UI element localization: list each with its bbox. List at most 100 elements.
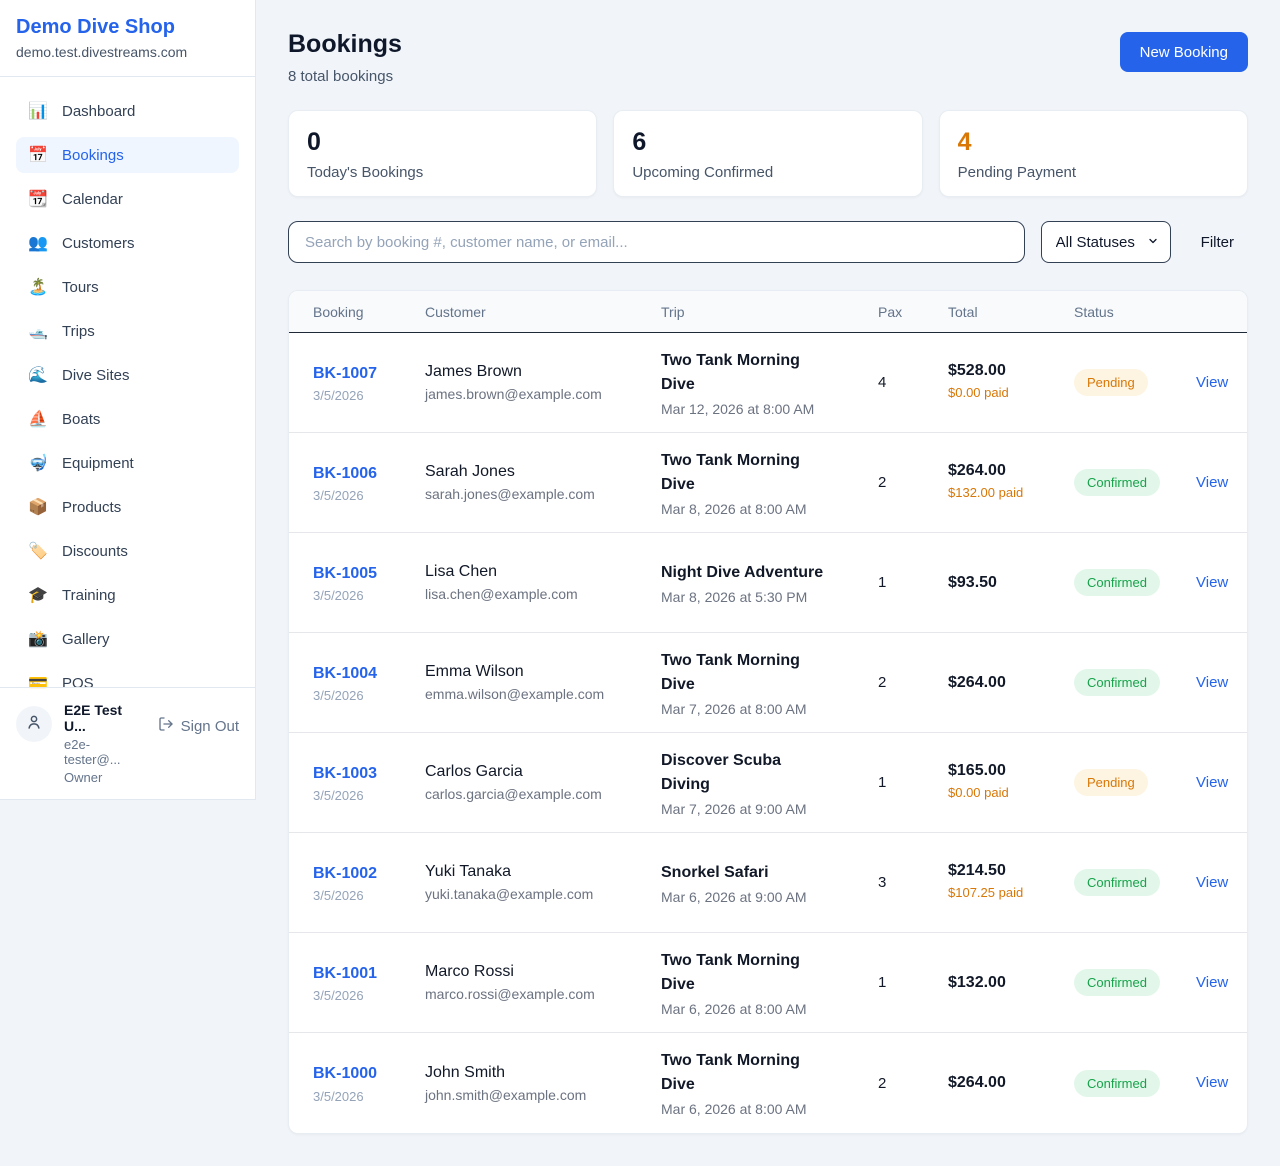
view-link[interactable]: View <box>1196 473 1229 491</box>
table-row: BK-1004 3/5/2026 Emma Wilson emma.wilson@ex… <box>289 633 1247 733</box>
stat-card-pending-payment: 4 Pending Payment <box>938 110 1248 197</box>
sidebar-item-tours[interactable]: 🏝️ Tours <box>16 269 239 305</box>
sidebar-item-trips[interactable]: 🛥️ Trips <box>16 313 239 349</box>
total-cell: $264.00 <box>948 1060 1074 1106</box>
sidebar-item-label: Training <box>62 586 116 604</box>
booking-id-link[interactable]: BK-1001 <box>313 964 378 982</box>
sidebar-item-calendar[interactable]: 📆 Calendar <box>16 181 239 217</box>
trip-cell: Two Tank Morning Dive Mar 7, 2026 at 8:00… <box>661 635 878 731</box>
booking-id-link[interactable]: BK-1004 <box>313 664 378 682</box>
sidebar-item-training[interactable]: 🎓 Training <box>16 577 239 613</box>
actions-cell: View <box>1196 460 1247 506</box>
package-icon: 📦 <box>28 499 48 516</box>
trip-cell: Night Dive Adventure Mar 8, 2026 at 5:30 … <box>661 547 878 619</box>
user-name: E2E Test U... <box>64 702 123 734</box>
sidebar-item-boats[interactable]: ⛵ Boats <box>16 401 239 437</box>
trip-cell: Two Tank Morning Dive Mar 8, 2026 at 8:00… <box>661 435 878 531</box>
view-link[interactable]: View <box>1196 573 1229 591</box>
table-header-row: Booking Customer Trip Pax Total Status <box>289 291 1247 333</box>
sidebar-item-dashboard[interactable]: 📊 Dashboard <box>16 93 239 129</box>
bar-chart-icon: 📊 <box>28 103 48 120</box>
customer-name: John Smith <box>425 1063 506 1081</box>
booking-date: 3/5/2026 <box>313 488 364 504</box>
trip-datetime: Mar 6, 2026 at 8:00 AM <box>661 1000 807 1017</box>
customer-cell: John Smith john.smith@example.com <box>425 1050 661 1117</box>
pax-count: 2 <box>878 474 887 491</box>
user-box: E2E Test U... e2e-tester@... Owner Sign … <box>0 687 255 799</box>
brand: Demo Dive Shop demo.test.divestreams.com <box>0 0 255 77</box>
sidebar-item-label: Boats <box>62 410 101 428</box>
actions-cell: View <box>1196 360 1247 406</box>
sidebar-item-label: Products <box>62 498 122 516</box>
booking-id-link[interactable]: BK-1003 <box>313 764 378 782</box>
table-row: BK-1006 3/5/2026 Sarah Jones sarah.jones@ex… <box>289 433 1247 533</box>
view-link[interactable]: View <box>1196 673 1229 691</box>
status-badge: Confirmed <box>1074 1069 1160 1097</box>
sidebar-item-products[interactable]: 📦 Products <box>16 489 239 525</box>
sidebar-item-discounts[interactable]: 🏷️ Discounts <box>16 533 239 569</box>
sign-out-label: Sign Out <box>180 717 239 735</box>
view-link[interactable]: View <box>1196 873 1229 891</box>
booking-id-link[interactable]: BK-1000 <box>313 1065 378 1083</box>
status-cell: Pending <box>1074 355 1196 410</box>
booking-id-link[interactable]: BK-1002 <box>313 864 378 882</box>
trip-datetime: Mar 7, 2026 at 8:00 AM <box>661 700 807 717</box>
graduation-cap-icon: 🎓 <box>28 587 48 604</box>
customer-name: Yuki Tanaka <box>425 863 511 880</box>
trip-cell: Two Tank Morning Dive Mar 12, 2026 at 8:0… <box>661 335 878 431</box>
total-amount: $264.00 <box>948 462 1006 480</box>
total-cell: $214.50 $107.25 paid <box>948 848 1074 916</box>
trip-datetime: Mar 12, 2026 at 8:00 AM <box>661 400 815 417</box>
sidebar-item-label: Discounts <box>62 542 128 560</box>
sidebar-item-label: Equipment <box>62 454 134 472</box>
search-input[interactable] <box>288 221 1025 263</box>
pax-count: 1 <box>878 974 887 991</box>
status-badge: Pending <box>1074 369 1148 396</box>
view-link[interactable]: View <box>1196 773 1229 791</box>
booking-id-link[interactable]: BK-1005 <box>313 564 378 582</box>
stat-card-upcoming-confirmed: 6 Upcoming Confirmed <box>613 110 923 197</box>
total-cell: $528.00 $0.00 paid <box>948 348 1074 416</box>
status-cell: Confirmed <box>1074 655 1196 710</box>
table-row: BK-1003 3/5/2026 Carlos Garcia carlos.garci… <box>289 733 1247 833</box>
page-title: Bookings <box>288 30 402 58</box>
status-badge: Confirmed <box>1074 469 1160 496</box>
sign-out-button[interactable]: Sign Out <box>158 716 239 736</box>
trip-name: Snorkel Safari <box>661 863 769 881</box>
column-header-total: Total <box>948 303 978 320</box>
avatar <box>16 706 52 742</box>
paid-amount: $107.25 paid <box>948 885 1024 901</box>
sidebar-item-equipment[interactable]: 🤿 Equipment <box>16 445 239 481</box>
trip-datetime: Mar 8, 2026 at 5:30 PM <box>661 588 808 605</box>
booking-date: 3/5/2026 <box>313 988 364 1004</box>
view-link[interactable]: View <box>1196 373 1229 391</box>
customer-email: carlos.garcia@example.com <box>425 786 602 802</box>
booking-date: 3/5/2026 <box>313 688 364 704</box>
tag-icon: 🏷️ <box>28 543 48 560</box>
sidebar-nav: 📊 Dashboard 📅 Bookings 📆 Calendar 👥 Customers 🏝️… <box>0 77 255 701</box>
actions-cell: View <box>1196 1060 1247 1106</box>
total-amount: $132.00 <box>948 973 1006 991</box>
sidebar-item-gallery[interactable]: 📸 Gallery <box>16 621 239 657</box>
sidebar-item-customers[interactable]: 👥 Customers <box>16 225 239 261</box>
new-booking-button[interactable]: New Booking <box>1119 32 1248 72</box>
pax-count: 4 <box>878 374 887 391</box>
actions-cell: View <box>1196 860 1247 906</box>
status-cell: Confirmed <box>1074 455 1196 510</box>
booking-cell: BK-1004 3/5/2026 <box>313 648 425 717</box>
status-badge: Confirmed <box>1074 869 1160 896</box>
view-link[interactable]: View <box>1196 1074 1229 1091</box>
customer-cell: James Brown james.brown@example.com <box>425 349 661 416</box>
people-icon: 👥 <box>28 235 48 252</box>
sidebar-item-bookings[interactable]: 📅 Bookings <box>16 137 239 173</box>
status-select[interactable]: All Statuses <box>1040 221 1171 263</box>
booking-date: 3/5/2026 <box>313 888 364 904</box>
view-link[interactable]: View <box>1196 973 1229 991</box>
booking-id-link[interactable]: BK-1006 <box>313 464 378 482</box>
actions-cell: View <box>1196 960 1247 1006</box>
total-cell: $264.00 $132.00 paid <box>948 448 1074 516</box>
booking-id-link[interactable]: BK-1007 <box>313 364 378 382</box>
brand-name: Demo Dive Shop <box>16 16 175 38</box>
sidebar-item-dive-sites[interactable]: 🌊 Dive Sites <box>16 357 239 393</box>
filter-button[interactable]: Filter <box>1187 234 1248 251</box>
